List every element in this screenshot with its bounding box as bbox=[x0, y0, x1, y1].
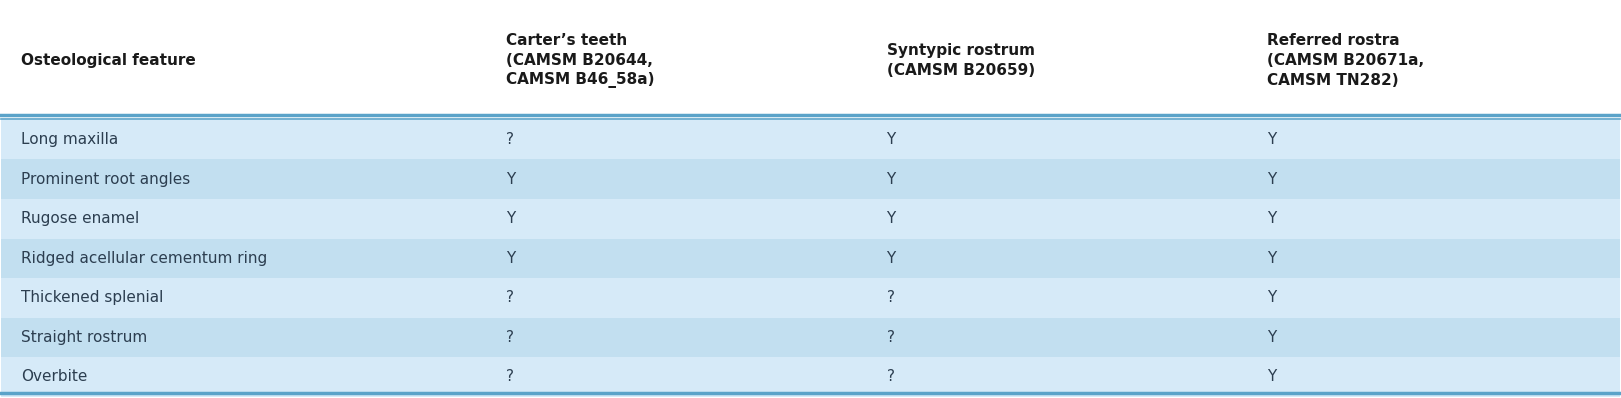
Text: ?: ? bbox=[887, 369, 895, 384]
Text: Osteological feature: Osteological feature bbox=[21, 53, 196, 68]
Text: Long maxilla: Long maxilla bbox=[21, 132, 118, 147]
Text: ?: ? bbox=[506, 290, 514, 305]
Text: ?: ? bbox=[506, 330, 514, 345]
Bar bbox=[2, 318, 1619, 357]
Bar bbox=[2, 238, 1619, 278]
Text: Y: Y bbox=[887, 172, 896, 187]
Text: Ridged acellular cementum ring: Ridged acellular cementum ring bbox=[21, 251, 267, 266]
Text: Prominent root angles: Prominent root angles bbox=[21, 172, 190, 187]
Text: Y: Y bbox=[887, 211, 896, 226]
Text: Y: Y bbox=[506, 251, 515, 266]
Text: Straight rostrum: Straight rostrum bbox=[21, 330, 148, 345]
Text: ?: ? bbox=[887, 290, 895, 305]
Text: Y: Y bbox=[1268, 330, 1276, 345]
Bar bbox=[2, 278, 1619, 318]
Text: Y: Y bbox=[506, 211, 515, 226]
Text: Y: Y bbox=[887, 132, 896, 147]
Text: Carter’s teeth
(CAMSM B20644,
CAMSM B46_58a): Carter’s teeth (CAMSM B20644, CAMSM B46_… bbox=[506, 33, 655, 88]
Text: Y: Y bbox=[1268, 290, 1276, 305]
Text: Rugose enamel: Rugose enamel bbox=[21, 211, 139, 226]
Text: Syntypic rostrum
(CAMSM B20659): Syntypic rostrum (CAMSM B20659) bbox=[887, 43, 1034, 78]
Text: Y: Y bbox=[1268, 172, 1276, 187]
Text: Y: Y bbox=[887, 251, 896, 266]
Text: Referred rostra
(CAMSM B20671a,
CAMSM TN282): Referred rostra (CAMSM B20671a, CAMSM TN… bbox=[1268, 33, 1423, 88]
Text: Overbite: Overbite bbox=[21, 369, 88, 384]
Text: Y: Y bbox=[1268, 251, 1276, 266]
Bar bbox=[2, 199, 1619, 238]
Text: Y: Y bbox=[1268, 369, 1276, 384]
Bar bbox=[2, 120, 1619, 160]
Bar bbox=[2, 1, 1619, 120]
Text: Y: Y bbox=[1268, 132, 1276, 147]
Text: Thickened splenial: Thickened splenial bbox=[21, 290, 164, 305]
Text: ?: ? bbox=[506, 369, 514, 384]
Text: ?: ? bbox=[506, 132, 514, 147]
Text: ?: ? bbox=[887, 330, 895, 345]
Text: Y: Y bbox=[1268, 211, 1276, 226]
Text: Y: Y bbox=[506, 172, 515, 187]
Bar bbox=[2, 160, 1619, 199]
Bar bbox=[2, 357, 1619, 397]
